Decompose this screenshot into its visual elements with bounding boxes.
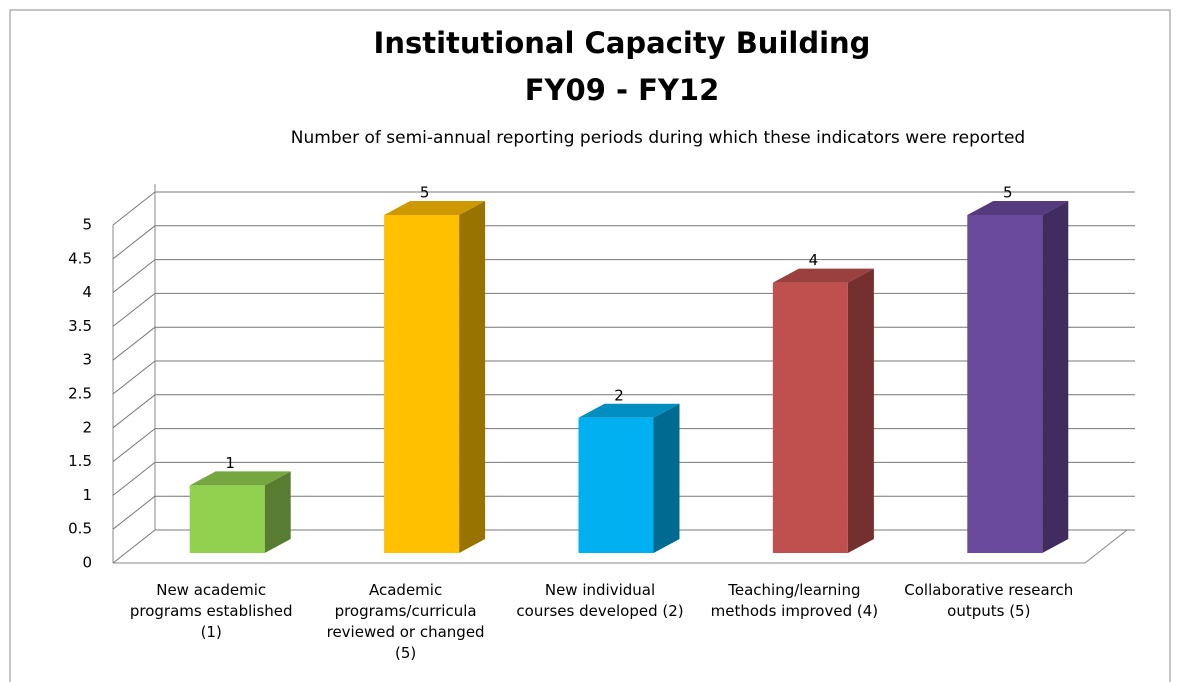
bar-top [772, 268, 874, 283]
grid-line [112, 428, 156, 462]
x-tick-label: Collaborative research outputs (5) [904, 581, 1074, 620]
data-label: 2 [614, 386, 624, 404]
x-tick-label: New individual courses developed (2) [516, 581, 684, 620]
x-tick-label: New academic programs established (1) [129, 581, 293, 641]
grid-line [112, 394, 156, 429]
y-tick-label: 1.5 [68, 452, 92, 470]
grid-line [112, 259, 156, 293]
bar-top [967, 201, 1069, 215]
grid-line [112, 225, 156, 260]
y-tick-label: 0 [82, 554, 92, 572]
chart-title: Institutional Capacity Building [374, 26, 871, 60]
axis-line [1084, 529, 1128, 564]
chart-title: FY09 - FY12 [525, 73, 720, 107]
bar-side [264, 471, 291, 553]
x-tick-label: Academic programs/curricula reviewed or … [326, 581, 485, 662]
data-label: 5 [420, 184, 430, 202]
bar-side [653, 403, 680, 553]
y-tick-label: 2.5 [68, 385, 92, 403]
grid-line [112, 191, 156, 226]
bar [967, 215, 1043, 553]
bar-top [384, 201, 486, 215]
y-tick-label: 3.5 [68, 317, 92, 335]
bar-top [578, 403, 680, 418]
data-label: 1 [225, 454, 235, 472]
y-tick-label: 3 [82, 351, 92, 369]
bar-side [1042, 201, 1069, 553]
bar [772, 282, 848, 553]
data-label: 5 [1003, 184, 1013, 202]
bar-side [847, 268, 874, 553]
grid-line [112, 529, 156, 564]
grid-line [112, 293, 156, 327]
bar [189, 485, 265, 553]
x-tick-label: Teaching/learning methods improved (4) [710, 581, 879, 620]
grid-line [112, 495, 156, 530]
y-tick-label: 4.5 [68, 249, 92, 267]
y-tick-label: 2 [82, 418, 92, 436]
bar [578, 417, 654, 553]
chart-subtitle: Number of semi-annual reporting periods … [291, 128, 1025, 148]
grid-line [112, 326, 156, 361]
grid-line [112, 462, 156, 496]
y-tick-label: 4 [82, 283, 92, 301]
bar-side [459, 201, 486, 553]
bar-top [189, 471, 291, 486]
bar [384, 215, 460, 553]
y-tick-label: 0.5 [68, 520, 92, 538]
data-label: 4 [809, 251, 819, 269]
y-tick-label: 1 [82, 486, 92, 504]
grid-line [112, 360, 156, 395]
y-tick-label: 5 [82, 216, 92, 234]
